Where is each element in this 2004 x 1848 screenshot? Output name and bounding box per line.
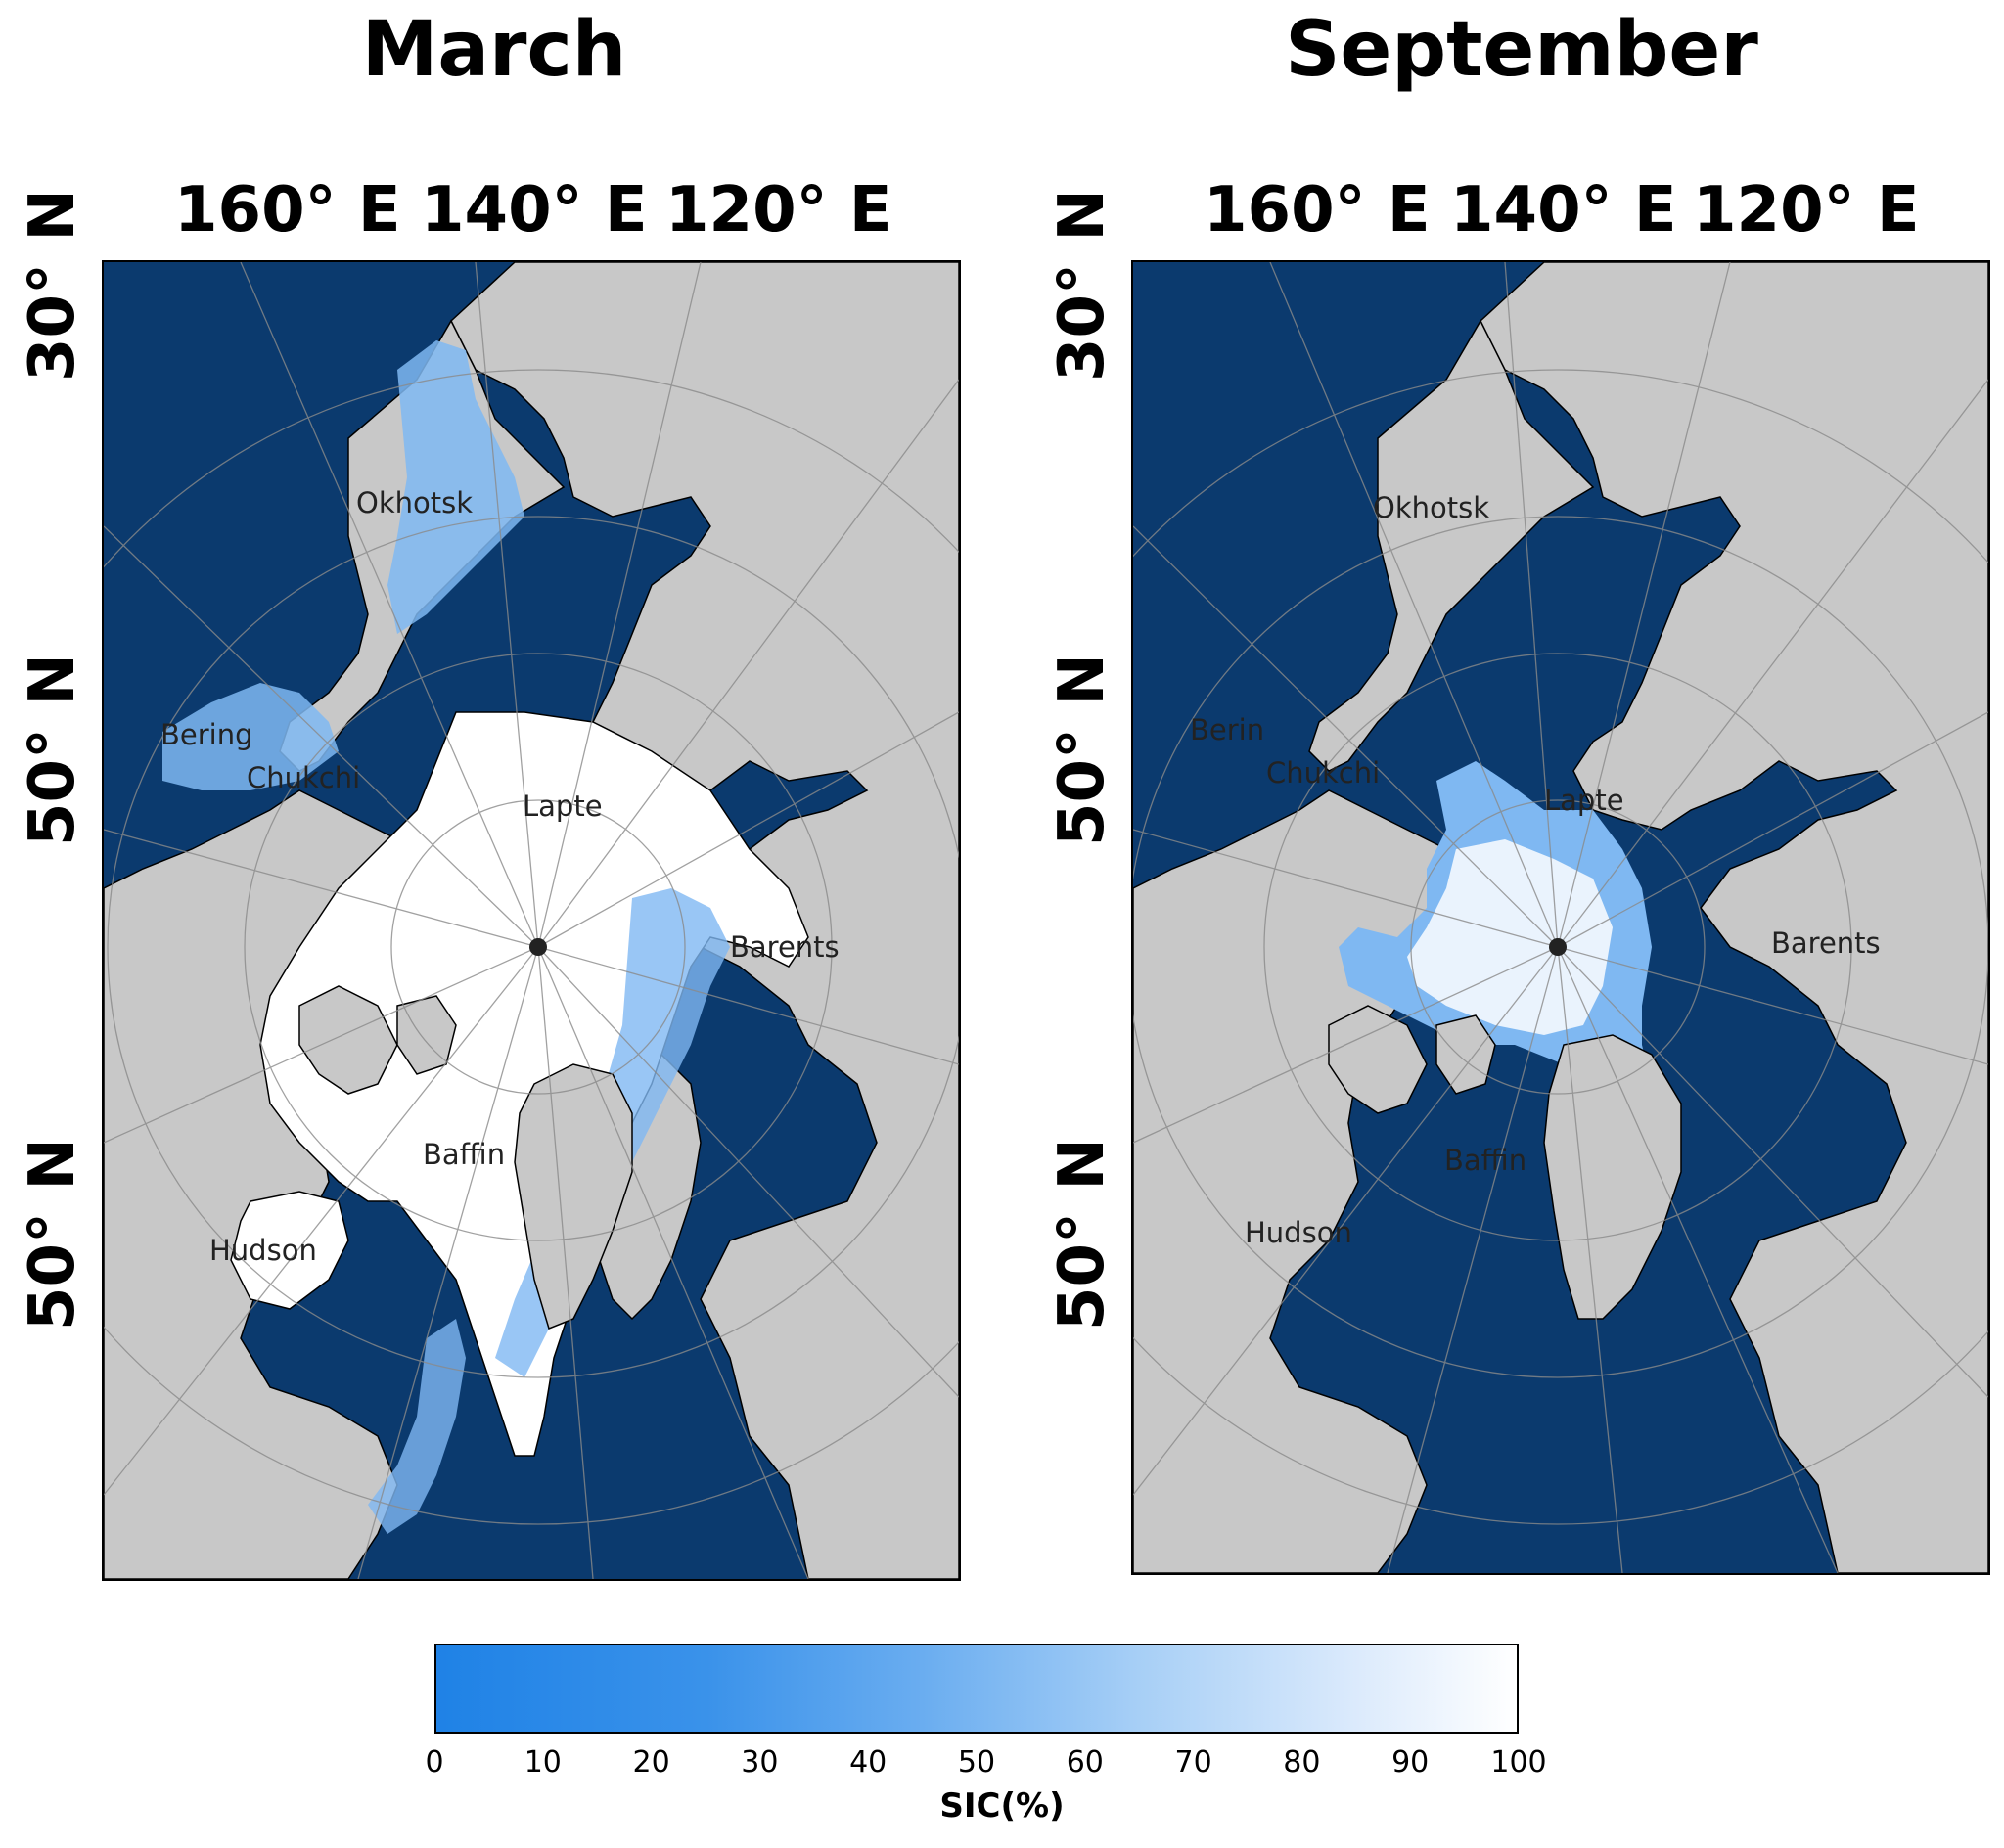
map-march: Okhotsk Bering Chukchi Lapte Barents Baf… (102, 260, 961, 1581)
colorbar-label: SIC(%) (939, 1786, 1065, 1825)
land-archipelago (1328, 1005, 1428, 1114)
colorbar-gradient (434, 1644, 1519, 1734)
lon-label-140e: 140° E (1450, 174, 1677, 247)
region-label-okhotsk: Okhotsk (1373, 491, 1489, 524)
land-archipelago (298, 985, 398, 1095)
lat-label-30n: 30° N (17, 189, 89, 382)
north-pole-marker (529, 938, 547, 956)
lat-label-50n-lower: 50° N (1046, 1138, 1118, 1330)
panel-title-september: September (1285, 6, 1758, 94)
lon-label-160e: 160° E (174, 174, 401, 247)
land-archipelago (1435, 1014, 1496, 1095)
lat-label-30n: 30° N (1046, 189, 1118, 382)
land-archipelago (396, 995, 457, 1075)
region-label-lapte: Lapte (1544, 784, 1624, 817)
colorbar-tick-label: 0 (425, 1745, 444, 1780)
lon-label-120e: 120° E (665, 174, 892, 247)
region-label-okhotsk: Okhotsk (356, 486, 473, 519)
region-label-bering: Berin (1190, 713, 1264, 746)
region-label-bering: Bering (160, 718, 253, 751)
sea-ice-marginal-labrador (368, 1319, 466, 1534)
region-label-barents: Barents (730, 930, 840, 964)
lon-label-160e: 160° E (1204, 174, 1431, 247)
region-label-barents: Barents (1771, 926, 1881, 960)
region-label-hudson: Hudson (1245, 1216, 1352, 1249)
region-label-lapte: Lapte (523, 789, 603, 823)
lat-label-50n-upper: 50° N (17, 654, 89, 846)
colorbar-tick-label: 40 (849, 1745, 888, 1780)
map-september: Okhotsk Berin Chukchi Lapte Barents Baff… (1131, 260, 1990, 1575)
north-pole-marker (1549, 938, 1567, 956)
land-greenland-top (514, 1063, 633, 1330)
land-greenland (1543, 1034, 1682, 1320)
colorbar-tick-label: 50 (957, 1745, 996, 1780)
region-label-chukchi: Chukchi (1266, 756, 1380, 789)
lon-label-140e: 140° E (421, 174, 648, 247)
region-label-chukchi: Chukchi (247, 761, 360, 794)
sea-ice-marginal-okhotsk (387, 340, 524, 634)
sea-ice-hudson (230, 1191, 349, 1310)
land-eurasia (1480, 262, 1988, 1573)
lat-label-50n-lower: 50° N (17, 1138, 89, 1330)
lon-label-120e: 120° E (1693, 174, 1920, 247)
colorbar-tick-label: 20 (632, 1745, 670, 1780)
colorbar-tick-label: 70 (1174, 1745, 1212, 1780)
colorbar-tick-label: 90 (1391, 1745, 1430, 1780)
region-label-baffin: Baffin (423, 1138, 505, 1171)
region-label-baffin: Baffin (1444, 1144, 1526, 1177)
sea-ice-marginal-bering (162, 683, 339, 790)
lat-label-50n-upper: 50° N (1046, 654, 1118, 846)
colorbar-tick-label: 80 (1283, 1745, 1321, 1780)
colorbar-tick-label: 30 (741, 1745, 779, 1780)
colorbar-tick-label: 60 (1066, 1745, 1104, 1780)
panel-title-march: March (361, 6, 627, 94)
colorbar-tick-label: 100 (1490, 1745, 1547, 1780)
graticule (104, 262, 959, 1579)
colorbar-tick-label: 10 (524, 1745, 562, 1780)
land-kamchatka (1308, 319, 1595, 772)
region-label-hudson: Hudson (209, 1234, 317, 1267)
graticule (1133, 262, 1988, 1573)
